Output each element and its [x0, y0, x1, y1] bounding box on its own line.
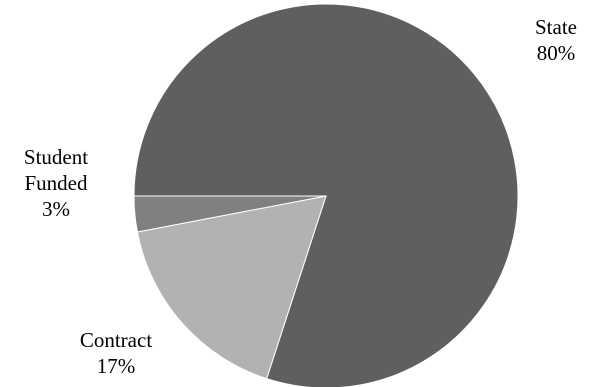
- pie-slice-contract: [136, 195, 327, 380]
- slice-label-state-percent: 80%: [536, 41, 576, 65]
- slice-label-student-funded-percent: 3%: [42, 197, 70, 221]
- slice-label-contract-percent: 17%: [96, 354, 136, 378]
- pie-slice-student-funded: [133, 195, 327, 233]
- slice-label-student-funded: Student Funded 3%: [0, 144, 112, 222]
- slice-label-state-name: State: [535, 15, 577, 39]
- slice-label-student-funded-name-line1: Student: [23, 145, 89, 169]
- slice-label-contract-name: Contract: [79, 328, 153, 352]
- slice-label-state: State 80%: [518, 14, 594, 66]
- slice-label-student-funded-name-line2: Funded: [24, 171, 88, 195]
- slice-label-contract: Contract 17%: [54, 327, 178, 379]
